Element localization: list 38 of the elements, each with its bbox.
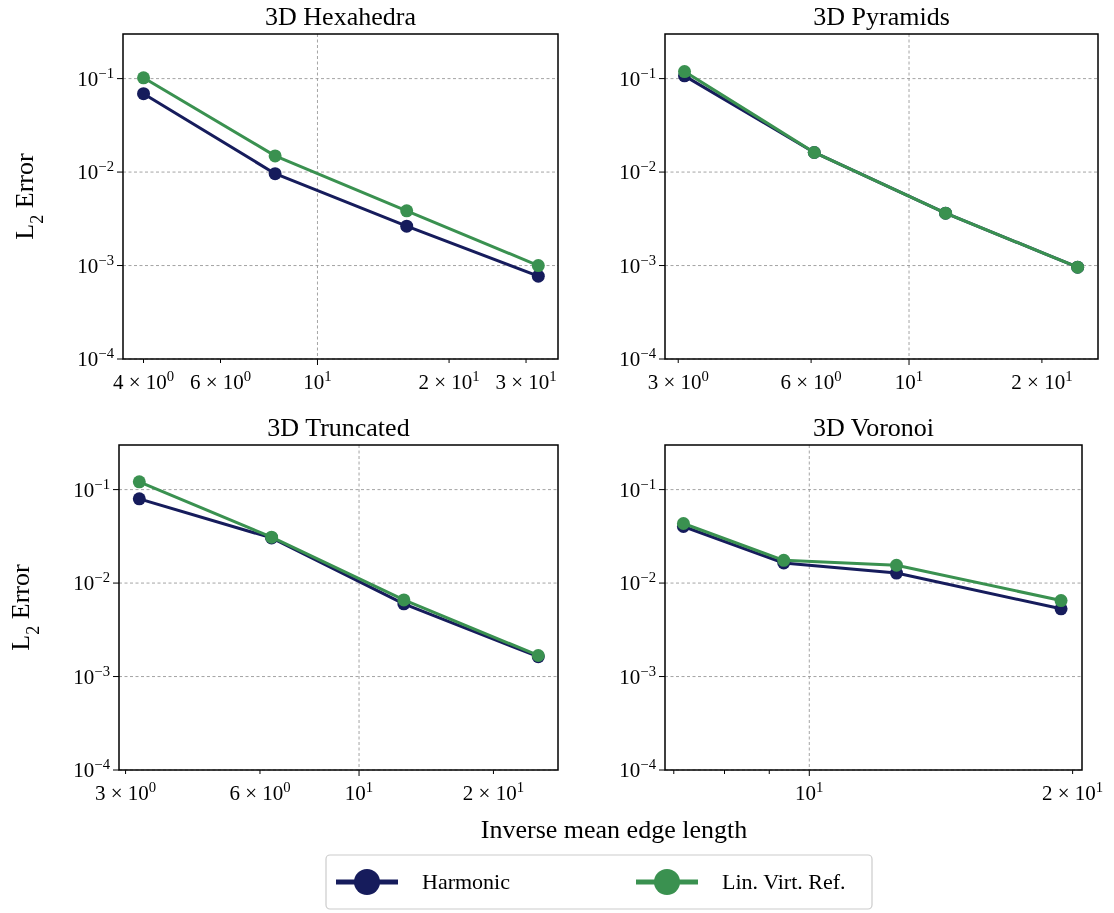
y-tick-label: 10$^{−4}$	[73, 756, 111, 782]
y-tick-label: 10$^{−4}$	[77, 345, 115, 371]
x-tick-label: 10$^{1}$	[344, 779, 374, 805]
y-tick-label: 10$^{−3}$	[77, 251, 114, 278]
y-tick-label: 10$^{−2}$	[73, 569, 110, 596]
y-tick-label: 10$^{−4}$	[619, 345, 657, 371]
y-tick-label: 10$^{−1}$	[73, 475, 110, 502]
chart-title: 3D Truncated	[267, 413, 410, 442]
x-tick-label: 3 × 10$^{1}$	[495, 368, 557, 394]
y-tick-label: 10$^{−3}$	[619, 662, 656, 689]
y-tick-label: 10$^{−1}$	[619, 64, 656, 91]
legend-label: Lin. Virt. Ref.	[722, 869, 846, 894]
x-tick-label: 10$^{1}$	[795, 779, 824, 805]
y-tick-label: 10$^{−2}$	[619, 158, 656, 185]
chart-title: 3D Hexahedra	[265, 2, 417, 31]
y-tick-label: 10$^{−2}$	[77, 158, 114, 185]
y-tick-label: 10$^{−1}$	[619, 475, 656, 502]
x-tick-label: 4 × 10$^{0}$	[112, 368, 175, 394]
x-tick-label: 10$^{1}$	[303, 368, 332, 394]
x-tick-label: 2 × 10$^{1}$	[462, 779, 525, 805]
y-tick-label: 10$^{−3}$	[73, 662, 110, 689]
chart-title: 3D Voronoi	[812, 413, 935, 442]
x-tick-label: 2 × 10$^{1}$	[1042, 779, 1104, 805]
y-tick-label: 10$^{−3}$	[619, 251, 656, 278]
x-tick-label: 6 × 10$^{0}$	[229, 779, 291, 805]
x-tick-label: 6 × 10$^{0}$	[780, 368, 842, 394]
x-tick-label: 3 × 10$^{0}$	[647, 368, 709, 394]
x-tick-label: 10$^{1}$	[894, 368, 924, 394]
y-tick-label: 10$^{−4}$	[619, 756, 657, 782]
y-tick-label: 10$^{−1}$	[77, 64, 114, 91]
legend-label: Harmonic	[422, 869, 511, 894]
x-tick-label: 2 × 10$^{1}$	[1011, 368, 1073, 394]
x-tick-label: 6 × 10$^{0}$	[189, 368, 252, 394]
y-tick-label: 10$^{−2}$	[619, 569, 656, 596]
x-tick-label: 2 × 10$^{1}$	[418, 368, 480, 394]
x-tick-label: 3 × 10$^{0}$	[94, 779, 157, 805]
chart-title: 3D Pyramids	[813, 2, 950, 31]
x-axis-title: Inverse mean edge length	[480, 815, 748, 844]
